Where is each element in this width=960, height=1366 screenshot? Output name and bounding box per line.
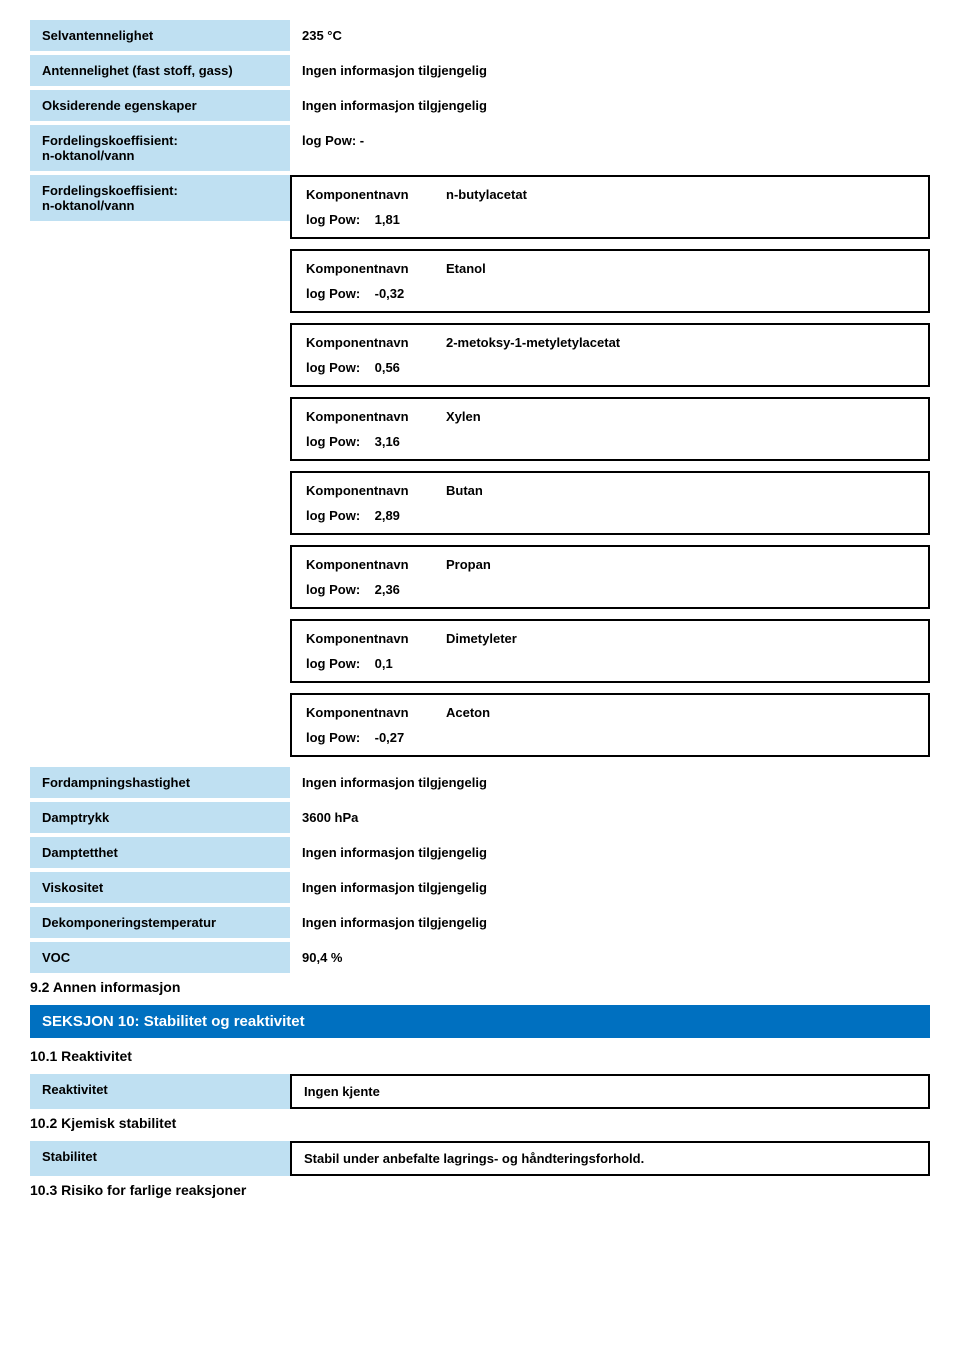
- component-name-label: Komponentnavn: [306, 261, 446, 276]
- logpow-value: 1,81: [375, 212, 400, 227]
- reactivity-label: Reaktivitet: [30, 1074, 290, 1109]
- partition-coeff-label: Fordelingskoeffisient: n-oktanol/vann: [30, 175, 290, 221]
- logpow-value: 0,1: [375, 656, 393, 671]
- property-label: Dekomponeringstemperatur: [30, 907, 290, 938]
- property-label: VOC: [30, 942, 290, 973]
- component-name-label: Komponentnavn: [306, 631, 446, 646]
- property-label: Antennelighet (fast stoff, gass): [30, 55, 290, 86]
- logpow-value: -0,27: [375, 730, 405, 745]
- component-box: KomponentnavnXylen log Pow: 3,16: [290, 397, 930, 461]
- property-label: Fordampningshastighet: [30, 767, 290, 798]
- component-name-value: Xylen: [446, 409, 481, 424]
- logpow-label: log Pow:: [306, 286, 375, 301]
- property-value: Ingen informasjon tilgjengelig: [290, 90, 930, 121]
- component-name-label: Komponentnavn: [306, 705, 446, 720]
- component-name-value: n-butylacetat: [446, 187, 527, 202]
- property-value: Ingen informasjon tilgjengelig: [290, 767, 930, 798]
- property-value: 235 °C: [290, 20, 930, 51]
- logpow-label: log Pow:: [306, 582, 375, 597]
- property-value: Ingen informasjon tilgjengelig: [290, 837, 930, 868]
- property-label: Fordelingskoeffisient: n-oktanol/vann: [30, 125, 290, 171]
- component-box: Komponentnavnn-butylacetat log Pow: 1,81: [290, 175, 930, 239]
- component-box: KomponentnavnEtanol log Pow: -0,32: [290, 249, 930, 313]
- logpow-label: log Pow:: [306, 730, 375, 745]
- component-name-label: Komponentnavn: [306, 557, 446, 572]
- component-name-value: Propan: [446, 557, 491, 572]
- component-box: KomponentnavnDimetyleter log Pow: 0,1: [290, 619, 930, 683]
- section-10-title: SEKSJON 10: Stabilitet og reaktivitet: [30, 1005, 930, 1038]
- component-name-label: Komponentnavn: [306, 335, 446, 350]
- property-value: 3600 hPa: [290, 802, 930, 833]
- logpow-label: log Pow:: [306, 656, 375, 671]
- property-label: Damptrykk: [30, 802, 290, 833]
- component-name-label: Komponentnavn: [306, 409, 446, 424]
- component-box: KomponentnavnButan log Pow: 2,89: [290, 471, 930, 535]
- subheading-10-3: 10.3 Risiko for farlige reaksjoner: [30, 1182, 930, 1198]
- property-label: Oksiderende egenskaper: [30, 90, 290, 121]
- property-label: Selvantennelighet: [30, 20, 290, 51]
- property-value: Ingen informasjon tilgjengelig: [290, 872, 930, 903]
- component-name-value: 2-metoksy-1-metyletylacetat: [446, 335, 620, 350]
- stability-value: Stabil under anbefalte lagrings- og hånd…: [290, 1141, 930, 1176]
- stability-label: Stabilitet: [30, 1141, 290, 1176]
- property-value: Ingen informasjon tilgjengelig: [290, 907, 930, 938]
- component-name-value: Butan: [446, 483, 483, 498]
- component-name-label: Komponentnavn: [306, 483, 446, 498]
- property-label: Damptetthet: [30, 837, 290, 868]
- property-value: Ingen informasjon tilgjengelig: [290, 55, 930, 86]
- logpow-label: log Pow:: [306, 360, 375, 375]
- property-label: Viskositet: [30, 872, 290, 903]
- subheading-10-1: 10.1 Reaktivitet: [30, 1048, 930, 1064]
- component-box: KomponentnavnPropan log Pow: 2,36: [290, 545, 930, 609]
- component-name-label: Komponentnavn: [306, 187, 446, 202]
- logpow-label: log Pow:: [306, 212, 375, 227]
- logpow-label: log Pow:: [306, 508, 375, 523]
- reactivity-value: Ingen kjente: [290, 1074, 930, 1109]
- component-box: KomponentnavnAceton log Pow: -0,27: [290, 693, 930, 757]
- component-name-value: Aceton: [446, 705, 490, 720]
- logpow-value: 3,16: [375, 434, 400, 449]
- component-box: Komponentnavn2-metoksy-1-metyletylacetat…: [290, 323, 930, 387]
- subheading-10-2: 10.2 Kjemisk stabilitet: [30, 1115, 930, 1131]
- property-value: 90,4 %: [290, 942, 930, 973]
- logpow-value: 0,56: [375, 360, 400, 375]
- property-value: log Pow: -: [290, 125, 930, 171]
- subheading-9-2: 9.2 Annen informasjon: [30, 979, 930, 995]
- logpow-value: 2,36: [375, 582, 400, 597]
- component-name-value: Etanol: [446, 261, 486, 276]
- component-name-value: Dimetyleter: [446, 631, 517, 646]
- logpow-value: -0,32: [375, 286, 405, 301]
- logpow-label: log Pow:: [306, 434, 375, 449]
- logpow-value: 2,89: [375, 508, 400, 523]
